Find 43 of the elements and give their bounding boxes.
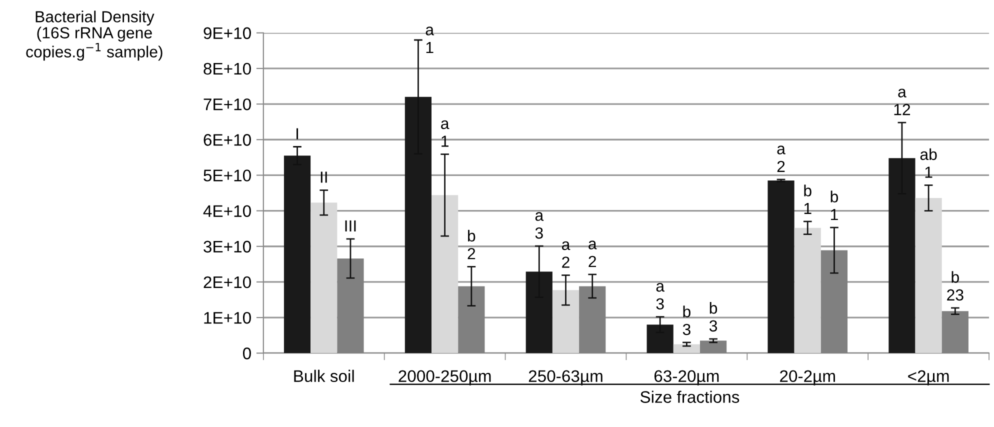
data-label: b 23 [947, 271, 964, 301]
y-tick-label: 1E+10 [204, 312, 251, 324]
y-tick-label: 8E+10 [204, 62, 251, 75]
data-label: a 2 [588, 240, 597, 268]
bar [794, 228, 821, 354]
y-axis-title: Bacterial Density (16S rRNA gene copies.g$^{−1}$ sample) [26, 10, 162, 61]
data-label: b 3 [709, 302, 718, 332]
data-label: b 3 [682, 306, 690, 336]
data-label: III [345, 220, 356, 232]
bar [768, 180, 794, 354]
x-tick-label: 63-20µm [654, 370, 719, 386]
y-tick-label: 2E+10 [204, 276, 251, 288]
data-label: b 1 [830, 190, 838, 220]
x-tick-label: 20-2µm [780, 370, 835, 386]
x-tick-label: Bulk soil [294, 370, 354, 382]
bar [673, 344, 700, 354]
x-tick-label: 2000-250µm [398, 370, 491, 386]
data-label: a 12 [894, 88, 910, 116]
data-label: a 3 [535, 212, 544, 239]
data-label: a 1 [441, 120, 450, 147]
data-label: a 3 [656, 282, 665, 310]
data-label: a 1 [426, 26, 434, 54]
data-label: b 1 [804, 184, 812, 214]
bar [552, 290, 580, 354]
y-tick-label: 6E+10 [204, 134, 251, 146]
data-label: a 2 [562, 241, 570, 268]
y-tick-label: 3E+10 [204, 240, 251, 253]
x-tick-label: <2µm [908, 370, 949, 386]
y-tick-label: 0 [242, 348, 251, 360]
data-label: a 2 [777, 146, 786, 172]
bar [310, 202, 338, 354]
y-tick-label: 4E+10 [203, 205, 251, 217]
data-label: b 2 [468, 230, 476, 260]
y-tick-label: 7E+10 [204, 98, 251, 110]
data-label: I [296, 128, 298, 140]
bar [432, 195, 458, 354]
bar [915, 198, 942, 354]
x-tick-label: 250-63µm [528, 370, 602, 386]
data-label: II [320, 172, 327, 183]
y-tick-label: 9E+10 [204, 27, 251, 40]
data-label: ab 1 [920, 148, 937, 178]
x-axis-title: Size fractions [640, 390, 740, 403]
y-tick-label: 5E+10 [204, 170, 251, 182]
